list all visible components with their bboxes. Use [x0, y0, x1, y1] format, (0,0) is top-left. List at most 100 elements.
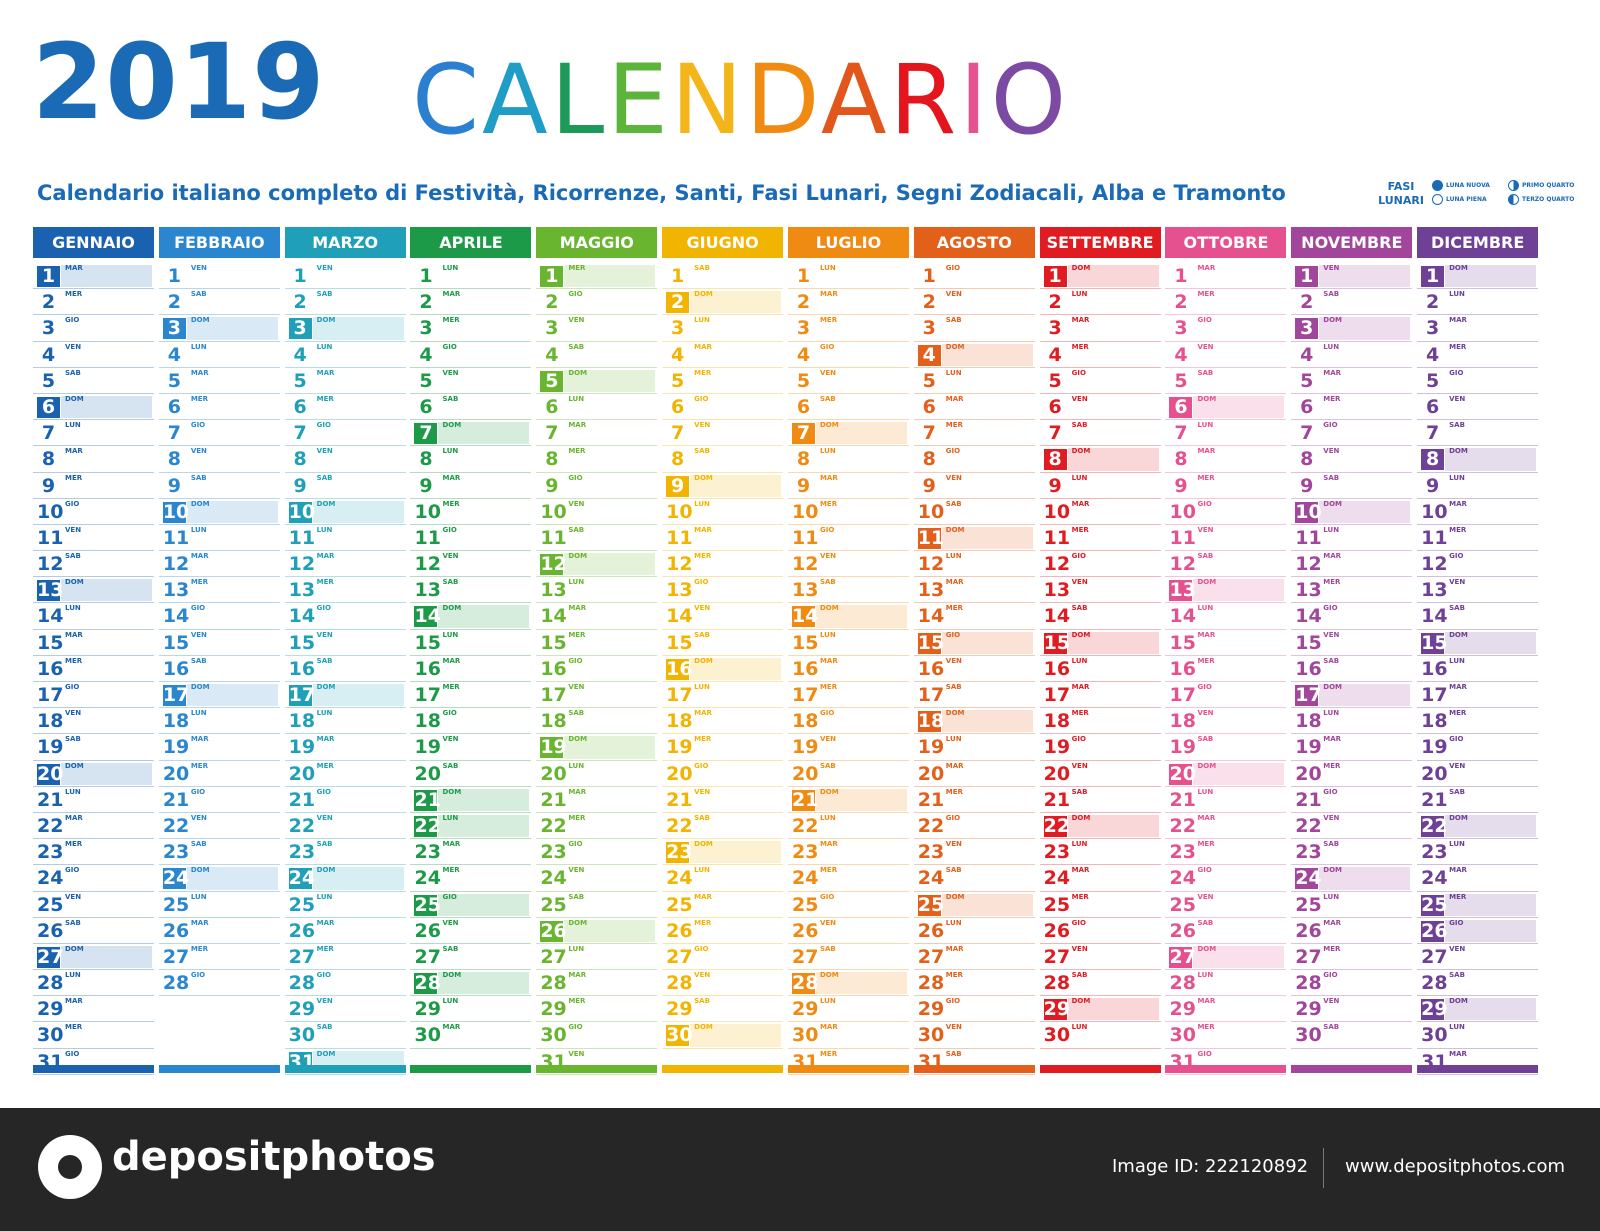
day-number: 14	[37, 605, 64, 628]
day-row: 27 VEN	[1417, 944, 1539, 971]
day-row: 19 LUN	[913, 734, 1035, 761]
weekday-label: VEN	[819, 918, 837, 927]
weekday-label: SAB	[65, 735, 81, 744]
day-number: 14	[666, 605, 693, 628]
weekday-label: MER	[1197, 290, 1215, 299]
day-number: 20	[1295, 762, 1322, 785]
day-number: 2	[1174, 291, 1188, 314]
day-row: 1 MAR	[1165, 263, 1287, 290]
day-row: 20 MER	[158, 761, 280, 787]
day-list: 1 VEN 2 SAB 3 DOM 4 LUN 5 MAR 6 MER 7 GIO 8 VEN 9 SAB 10 DO…	[284, 263, 406, 1075]
day-number: 17	[414, 684, 441, 706]
day-number: 24	[791, 867, 819, 890]
day-row: 11 MER	[1039, 525, 1161, 552]
day-row: 25 VEN	[1165, 892, 1287, 918]
day-number: 30	[791, 1024, 819, 1047]
day-number: 17	[791, 684, 819, 706]
day-number: 18	[1169, 710, 1196, 733]
day-row: 10 MAR	[1039, 499, 1161, 525]
weekday-label: MER	[694, 368, 712, 377]
weekday-label: GIO	[316, 971, 331, 980]
weekday-label: MAR	[819, 290, 838, 299]
day-row: 15 GIO	[913, 630, 1035, 656]
day-row: 25 MER	[1417, 892, 1539, 918]
day-row: 21 SAB	[1417, 787, 1539, 813]
weekday-label: VEN	[1449, 761, 1466, 770]
weekday-label: MAR	[65, 447, 83, 456]
day-row: 23 MER	[33, 839, 154, 866]
day-row: 4 VEN	[33, 342, 154, 368]
day-number: 3	[796, 317, 811, 340]
weekday-label: MER	[65, 840, 83, 849]
day-row: 13 GIO	[662, 577, 784, 604]
day-number: 8	[671, 448, 685, 471]
weekday-label: GIO	[190, 971, 206, 980]
weekday-label: GIO	[945, 447, 961, 456]
day-row: 5 MAR	[158, 368, 280, 394]
day-row: 11 GIO	[787, 525, 909, 552]
day-row: 17 MER	[410, 682, 532, 709]
holiday-highlight	[186, 867, 278, 890]
weekday-label: MAR	[65, 813, 83, 822]
day-number: 3	[288, 318, 312, 340]
holiday-highlight	[312, 500, 404, 523]
day-row: 12 GIO	[1039, 551, 1161, 578]
title-letter: L	[550, 44, 608, 156]
holiday-highlight	[438, 972, 530, 995]
moon-legend-label: LUNA PIENA	[1446, 195, 1487, 203]
weekday-label: LUN	[819, 997, 836, 1006]
day-number: 26	[666, 919, 693, 942]
day-row: 27 MER	[284, 944, 406, 971]
day-row: 27 SAB	[410, 944, 532, 971]
month-novembre: NOVEMBRE 1 VEN 2 SAB 3 DOM 4 LUN 5 MAR 6 MER 7 GIO 8 VEN…	[1291, 227, 1413, 1099]
day-number: 19	[917, 736, 945, 759]
weekday-label: LUN	[442, 997, 459, 1006]
weekday-label: MER	[1197, 1023, 1215, 1032]
day-number: 2	[167, 291, 181, 314]
day-number: 29	[1295, 998, 1322, 1021]
day-row: 11 LUN	[284, 525, 406, 552]
day-number: 13	[162, 579, 190, 602]
weekday-label: DOM	[442, 421, 462, 430]
weekday-label: LUN	[1449, 656, 1465, 665]
weekday-label: LUN	[1197, 421, 1214, 430]
weekday-label: DOM	[1071, 447, 1091, 456]
weekday-label: LUN	[568, 578, 585, 587]
holiday-highlight	[941, 710, 1033, 733]
day-row: 28 MAR	[536, 970, 658, 997]
weekday-label: VEN	[1323, 630, 1340, 639]
day-number: 28	[1169, 972, 1196, 995]
weekday-label: DOM	[442, 971, 462, 980]
day-number: 9	[922, 474, 936, 497]
day-number: 6	[293, 395, 307, 418]
weekday-label: DOM	[945, 892, 965, 901]
holiday-highlight	[815, 422, 907, 445]
weekday-label: MER	[1071, 892, 1089, 901]
day-number: 22	[288, 814, 316, 837]
day-row: 20 DOM	[1165, 761, 1287, 787]
weekday-label: LUN	[65, 604, 81, 613]
day-number: 26	[414, 919, 441, 942]
day-row: 26 MAR	[158, 918, 280, 944]
holiday-highlight	[1445, 919, 1537, 942]
day-number: 3	[671, 317, 685, 340]
day-row: 9 MER	[1165, 473, 1287, 499]
day-row: 16 GIO	[536, 656, 658, 682]
weekday-label: MAR	[1449, 683, 1467, 691]
weekday-label: MAR	[1197, 813, 1216, 822]
day-number: 19	[162, 736, 190, 759]
weekday-label: MAR	[1071, 316, 1090, 325]
day-row: 8 MAR	[33, 446, 154, 473]
month-footer-bar	[1039, 1065, 1161, 1073]
day-row: 1 LUN	[410, 263, 532, 290]
day-number: 4	[671, 343, 685, 366]
day-row: 25 LUN	[284, 892, 406, 918]
day-number: 17	[1295, 684, 1322, 706]
day-number: 22	[1043, 814, 1071, 837]
weekday-label: MER	[1449, 709, 1467, 718]
day-row: 7 VEN	[662, 420, 784, 447]
day-number: 16	[414, 657, 441, 680]
day-number: 15	[666, 631, 693, 654]
day-number: 19	[288, 736, 316, 759]
day-number: 6	[1169, 396, 1193, 418]
